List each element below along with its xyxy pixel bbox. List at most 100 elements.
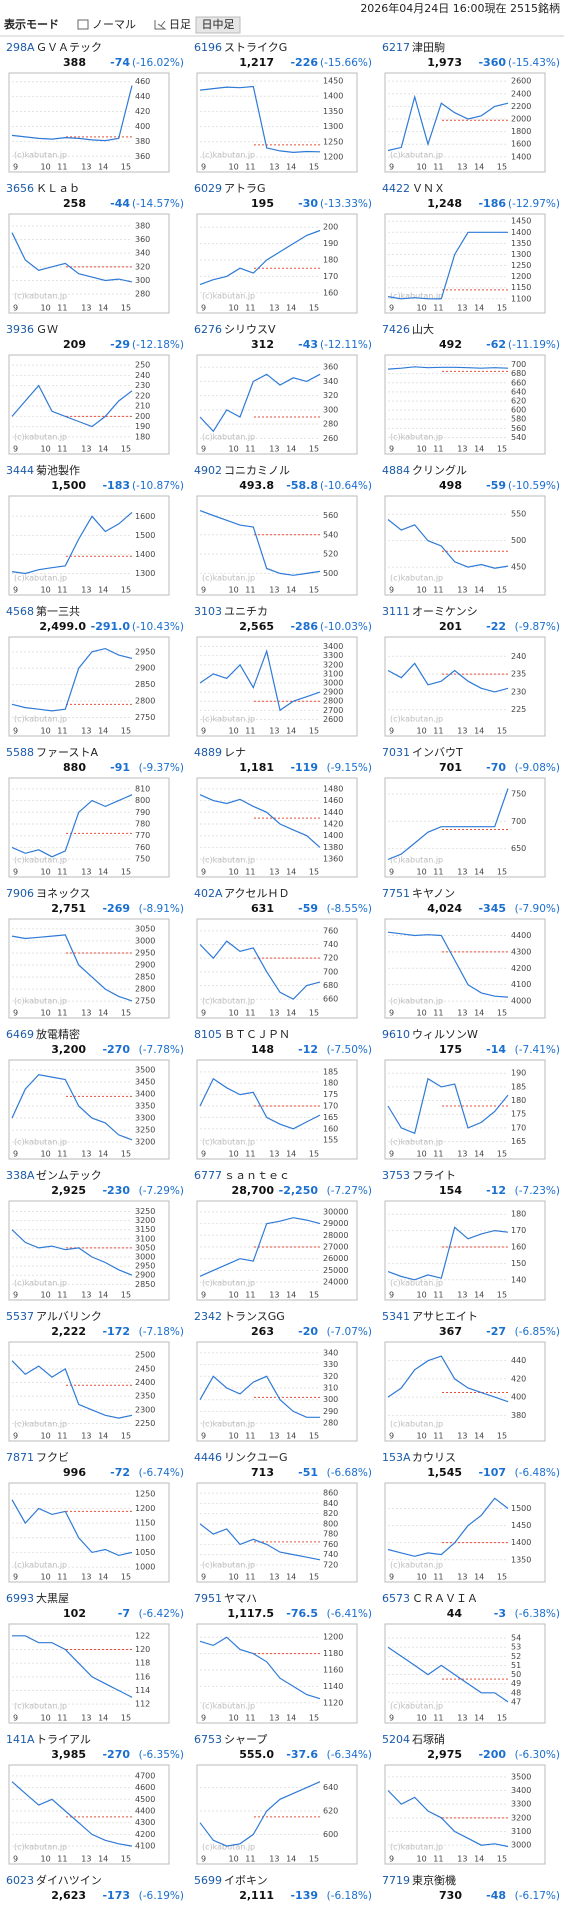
stock-code[interactable]: 6217 xyxy=(382,41,410,54)
stock-code[interactable]: 5537 xyxy=(6,1310,34,1323)
stock-code[interactable]: 3103 xyxy=(194,605,222,618)
stock-name[interactable]: 菊池製作 xyxy=(36,463,80,477)
stock-code[interactable]: 3656 xyxy=(6,182,34,195)
y-tick-label: 760 xyxy=(135,843,150,852)
stock-name[interactable]: 石塚硝 xyxy=(412,1732,445,1746)
stock-name[interactable]: トランスGG xyxy=(224,1310,285,1323)
stock-code[interactable]: 298A xyxy=(6,41,35,54)
stock-name[interactable]: シリウスV xyxy=(224,323,276,336)
stock-code[interactable]: 4884 xyxy=(382,464,410,477)
stock-code[interactable]: 7719 xyxy=(382,1874,410,1887)
stock-code[interactable]: 4902 xyxy=(194,464,222,477)
mode-daily[interactable]: 日足 xyxy=(169,18,191,31)
stock-code[interactable]: 5204 xyxy=(382,1733,410,1746)
x-tick-label: 10 xyxy=(229,445,239,454)
stock-code[interactable]: 6993 xyxy=(6,1592,34,1605)
stock-name[interactable]: 山大 xyxy=(412,322,434,336)
stock-name[interactable]: ヤマハ xyxy=(224,1592,257,1605)
stock-name[interactable]: コニカミノル xyxy=(224,464,290,477)
stock-name[interactable]: リンクユーG xyxy=(224,1451,288,1464)
chart-frame xyxy=(8,1764,170,1865)
stock-name[interactable]: イボキン xyxy=(224,1874,268,1887)
stock-code[interactable]: 6023 xyxy=(6,1874,34,1887)
stock-name[interactable]: フライト xyxy=(412,1169,456,1182)
stock-code[interactable]: 6573 xyxy=(382,1592,410,1605)
y-tick-label: 420 xyxy=(135,107,150,116)
stock-name[interactable]: ＧＶＡテック xyxy=(36,41,102,54)
mode-intraday[interactable]: 日中足 xyxy=(202,18,235,31)
stock-code[interactable]: 5341 xyxy=(382,1310,410,1323)
stock-code[interactable]: 2342 xyxy=(194,1310,222,1323)
stock-name[interactable]: インバウT xyxy=(412,746,463,759)
stock-name[interactable]: ウィルソンW xyxy=(412,1028,478,1041)
mode-normal[interactable]: ノーマル xyxy=(92,18,136,31)
stock-name[interactable]: クリングル xyxy=(412,463,467,477)
stock-code[interactable]: 7031 xyxy=(382,746,410,759)
x-tick-label: 10 xyxy=(417,868,427,877)
stock-code[interactable]: 6276 xyxy=(194,323,222,336)
stock-code[interactable]: 6196 xyxy=(194,41,222,54)
stock-code[interactable]: 3936 xyxy=(6,323,34,336)
stock-name[interactable]: ストライクG xyxy=(224,41,287,54)
stock-name[interactable]: キヤノン xyxy=(412,887,455,900)
stock-code[interactable]: 7906 xyxy=(6,887,34,900)
watermark: (c)kabutan.jp xyxy=(202,997,255,1006)
stock-name[interactable]: シャープ xyxy=(224,1733,267,1746)
stock-name[interactable]: ヨネックス xyxy=(36,887,91,900)
stock-code[interactable]: 7871 xyxy=(6,1451,34,1464)
stock-code[interactable]: 4422 xyxy=(382,182,410,195)
stock-code[interactable]: 8105 xyxy=(194,1028,222,1041)
stock-code[interactable]: 3444 xyxy=(6,464,34,477)
stock-code[interactable]: 7951 xyxy=(194,1592,222,1605)
stock-code[interactable]: 3753 xyxy=(382,1169,410,1182)
stock-code[interactable]: 6469 xyxy=(6,1028,34,1041)
stock-code[interactable]: 9610 xyxy=(382,1028,410,1041)
stock-code[interactable]: 4889 xyxy=(194,746,222,759)
stock-name[interactable]: アトラG xyxy=(224,182,266,195)
stock-name[interactable]: ＫＬａｂ xyxy=(36,182,80,195)
stock-code[interactable]: 338A xyxy=(6,1169,35,1182)
chart-frame xyxy=(384,72,546,173)
stock-code[interactable]: 153A xyxy=(382,1451,411,1464)
stock-name[interactable]: ファーストA xyxy=(36,746,98,759)
change-pct: (-10.03%) xyxy=(320,621,372,633)
stock-name[interactable]: ダイハツイン xyxy=(36,1873,102,1887)
stock-name[interactable]: ユニチカ xyxy=(224,605,268,618)
stock-name[interactable]: 津田駒 xyxy=(412,41,445,54)
stock-name[interactable]: ゼンムテック xyxy=(36,1169,102,1182)
stock-name[interactable]: 大黒屋 xyxy=(36,1591,69,1605)
x-tick-label: 15 xyxy=(121,304,131,313)
x-tick-label: 14 xyxy=(286,163,296,172)
stock-code[interactable]: 402A xyxy=(194,887,223,900)
stock-name[interactable]: カウリス xyxy=(412,1451,456,1464)
stock-code[interactable]: 6777 xyxy=(194,1169,222,1182)
stock-name[interactable]: ＧＷ xyxy=(36,323,58,336)
stock-code[interactable]: 7751 xyxy=(382,887,410,900)
stock-name[interactable]: ＢＴＣＪＰＮ xyxy=(224,1028,290,1041)
x-tick-label: 14 xyxy=(98,1291,108,1300)
stock-name[interactable]: トライアル xyxy=(36,1733,91,1746)
stock-code[interactable]: 6753 xyxy=(194,1733,222,1746)
watermark: (c)kabutan.jp xyxy=(390,715,443,724)
stock-code[interactable]: 5699 xyxy=(194,1874,222,1887)
stock-name[interactable]: 第一三共 xyxy=(36,604,80,618)
stock-name[interactable]: アクセルＨＤ xyxy=(224,887,289,900)
stock-name[interactable]: ＶＮＸ xyxy=(412,182,445,195)
stock-code[interactable]: 6029 xyxy=(194,182,222,195)
stock-code[interactable]: 3111 xyxy=(382,605,410,618)
stock-name[interactable]: フクビ xyxy=(36,1451,69,1464)
stock-name[interactable]: アルバリンク xyxy=(36,1310,102,1323)
stock-name[interactable]: レナ xyxy=(224,746,246,759)
stock-code[interactable]: 7426 xyxy=(382,323,410,336)
stock-code[interactable]: 4568 xyxy=(6,605,34,618)
stock-code[interactable]: 141A xyxy=(6,1733,35,1746)
stock-name[interactable]: 放電精密 xyxy=(36,1027,80,1041)
stock-name[interactable]: ＣＲＡＶＩＡ xyxy=(412,1592,478,1605)
stock-name[interactable]: 東京衡機 xyxy=(412,1874,456,1887)
stock-code[interactable]: 5588 xyxy=(6,746,34,759)
y-tick-label: 1200 xyxy=(511,272,531,281)
stock-name[interactable]: ｓａｎｔｅｃ xyxy=(224,1169,290,1182)
stock-code[interactable]: 4446 xyxy=(194,1451,222,1464)
stock-name[interactable]: オーミケンシ xyxy=(412,605,478,618)
stock-name[interactable]: アサヒエイト xyxy=(412,1310,478,1323)
